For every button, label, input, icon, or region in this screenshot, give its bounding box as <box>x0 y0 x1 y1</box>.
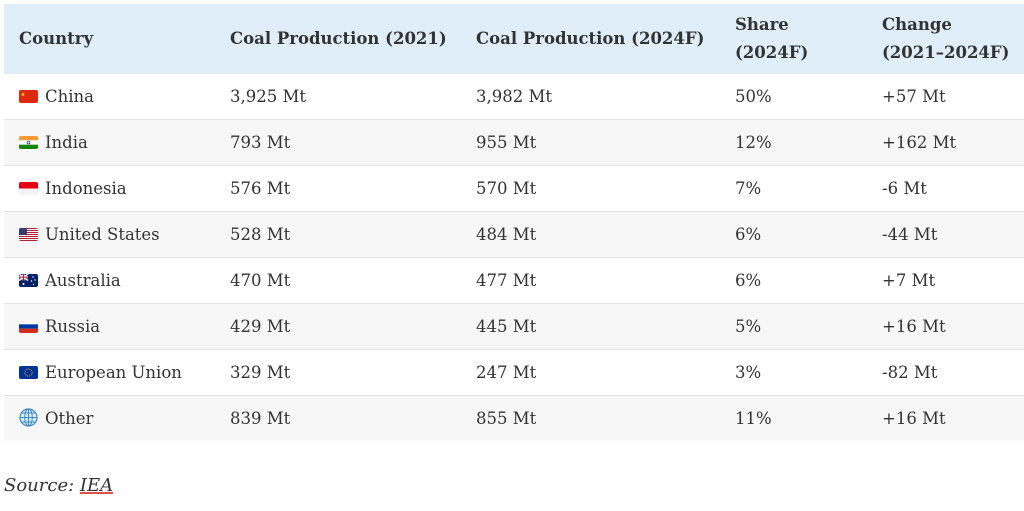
country-name: United States <box>45 225 160 244</box>
share-cell: 6% <box>735 271 762 290</box>
country-name: China <box>45 87 94 106</box>
table-row: Indonesia 576 Mt 570 Mt 7% -6 Mt <box>4 165 1024 212</box>
country-cell: Indonesia <box>4 166 214 212</box>
production-2024-cell: 855 Mt <box>476 409 537 428</box>
share-cell: 3% <box>735 363 762 382</box>
australia-flag-icon <box>19 274 38 287</box>
header-country: Country <box>19 29 94 48</box>
change-cell: -82 Mt <box>882 363 938 382</box>
change-cell: +16 Mt <box>882 317 946 336</box>
globe-icon <box>19 408 38 427</box>
share-cell: 12% <box>735 133 772 152</box>
production-2021-cell: 329 Mt <box>230 363 291 382</box>
production-2024-cell: 955 Mt <box>476 133 537 152</box>
coal-production-table-container: Country Coal Production (2021) Coal Prod… <box>4 4 1024 441</box>
table-body: China 3,925 Mt 3,982 Mt 50% +57 Mt India… <box>4 74 1024 441</box>
country-cell: China <box>4 74 214 120</box>
india-flag-icon <box>19 136 38 149</box>
table-row: India 793 Mt 955 Mt 12% +162 Mt <box>4 119 1024 166</box>
production-2024-cell: 484 Mt <box>476 225 537 244</box>
share-cell: 6% <box>735 225 762 244</box>
production-2021-cell: 793 Mt <box>230 133 291 152</box>
country-cell: Other <box>4 396 214 442</box>
table-row: Russia 429 Mt 445 Mt 5% +16 Mt <box>4 303 1024 350</box>
eu-flag-icon <box>19 366 38 379</box>
usa-flag-icon <box>19 228 38 241</box>
production-2021-cell: 576 Mt <box>230 179 291 198</box>
table-row: Other 839 Mt 855 Mt 11% +16 Mt <box>4 395 1024 442</box>
source-caption: Source: IEA <box>4 475 113 496</box>
change-cell: +7 Mt <box>882 271 936 290</box>
table-row: United States 528 Mt 484 Mt 6% -44 Mt <box>4 211 1024 258</box>
production-2024-cell: 477 Mt <box>476 271 537 290</box>
header-production-2024: Coal Production (2024F) <box>476 29 705 48</box>
header-change: Change (2021–2024F) <box>882 15 1010 62</box>
country-name: India <box>45 133 88 152</box>
share-cell: 5% <box>735 317 762 336</box>
table-row: European Union 329 Mt 247 Mt 3% -82 Mt <box>4 349 1024 396</box>
country-cell: United States <box>4 212 214 258</box>
country-name: Russia <box>45 317 101 336</box>
country-name: European Union <box>45 363 182 382</box>
country-cell: Australia <box>4 258 214 304</box>
table-row: Australia 470 Mt 477 Mt 6% +7 Mt <box>4 257 1024 304</box>
table-row: China 3,925 Mt 3,982 Mt 50% +57 Mt <box>4 74 1024 120</box>
production-2021-cell: 839 Mt <box>230 409 291 428</box>
coal-production-table: Country Coal Production (2021) Coal Prod… <box>4 4 1024 441</box>
header-row: Country Coal Production (2021) Coal Prod… <box>4 4 1024 74</box>
share-cell: 7% <box>735 179 762 198</box>
country-name: Indonesia <box>45 179 127 198</box>
change-cell: +57 Mt <box>882 87 946 106</box>
change-cell: -6 Mt <box>882 179 927 198</box>
production-2021-cell: 528 Mt <box>230 225 291 244</box>
header-production-2021: Coal Production (2021) <box>230 29 447 48</box>
country-cell: European Union <box>4 350 214 396</box>
country-name: Australia <box>45 271 121 290</box>
production-2024-cell: 570 Mt <box>476 179 537 198</box>
source-link[interactable]: IEA <box>79 475 114 496</box>
production-2024-cell: 445 Mt <box>476 317 537 336</box>
change-cell: +16 Mt <box>882 409 946 428</box>
share-cell: 50% <box>735 87 772 106</box>
country-cell: India <box>4 120 214 166</box>
russia-flag-icon <box>19 320 38 333</box>
indonesia-flag-icon <box>19 182 38 195</box>
production-2024-cell: 247 Mt <box>476 363 537 382</box>
production-2024-cell: 3,982 Mt <box>476 87 553 106</box>
change-cell: -44 Mt <box>882 225 938 244</box>
table-header: Country Coal Production (2021) Coal Prod… <box>4 4 1024 74</box>
header-share: Share (2024F) <box>735 15 809 62</box>
production-2021-cell: 429 Mt <box>230 317 291 336</box>
china-flag-icon <box>19 90 38 103</box>
change-cell: +162 Mt <box>882 133 957 152</box>
production-2021-cell: 3,925 Mt <box>230 87 307 106</box>
production-2021-cell: 470 Mt <box>230 271 291 290</box>
source-prefix: Source: <box>4 475 80 496</box>
country-cell: Russia <box>4 304 214 350</box>
country-name: Other <box>45 409 94 428</box>
share-cell: 11% <box>735 409 772 428</box>
